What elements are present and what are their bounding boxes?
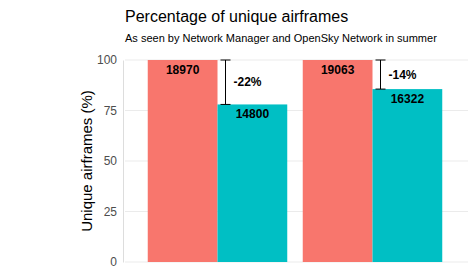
count-label: 19063 bbox=[321, 63, 355, 77]
tick: 25 bbox=[104, 205, 123, 219]
bars bbox=[148, 60, 443, 262]
tick-label: 0 bbox=[110, 255, 117, 267]
bar bbox=[218, 104, 288, 262]
subtitle: As seen by Network Manager and OpenSky N… bbox=[125, 32, 437, 44]
count-labels: 18970 19063 14800 16322 bbox=[166, 63, 424, 121]
title: Percentage of unique airframes bbox=[125, 8, 348, 25]
chart: 0 25 50 75 100 18970 19063 14800 16322 -22% -14% Pe… bbox=[0, 0, 474, 267]
difference-label: -14% bbox=[389, 68, 417, 82]
y-axis: 0 25 50 75 100 bbox=[97, 53, 124, 267]
axis-line bbox=[123, 61, 124, 263]
tick-label: 75 bbox=[104, 104, 118, 118]
bar bbox=[148, 60, 218, 262]
count-label: 16322 bbox=[391, 92, 425, 106]
tick-label: 50 bbox=[104, 154, 118, 168]
tick-label: 100 bbox=[97, 53, 117, 67]
tick-label: 25 bbox=[104, 205, 118, 219]
bar bbox=[303, 60, 373, 262]
count-label: 18970 bbox=[166, 63, 200, 77]
bracket bbox=[221, 60, 231, 104]
tick: 100 bbox=[97, 53, 123, 67]
tick: 0 bbox=[110, 255, 123, 267]
bracket bbox=[376, 60, 386, 89]
tick: 50 bbox=[104, 154, 123, 168]
count-label: 14800 bbox=[236, 107, 270, 121]
difference-label: -22% bbox=[234, 75, 262, 89]
tick: 75 bbox=[104, 104, 123, 118]
differences: -22% -14% bbox=[221, 60, 417, 104]
y-axis-title: Unique airframes (%) bbox=[78, 90, 95, 232]
grid bbox=[125, 60, 468, 262]
bar bbox=[373, 89, 443, 262]
